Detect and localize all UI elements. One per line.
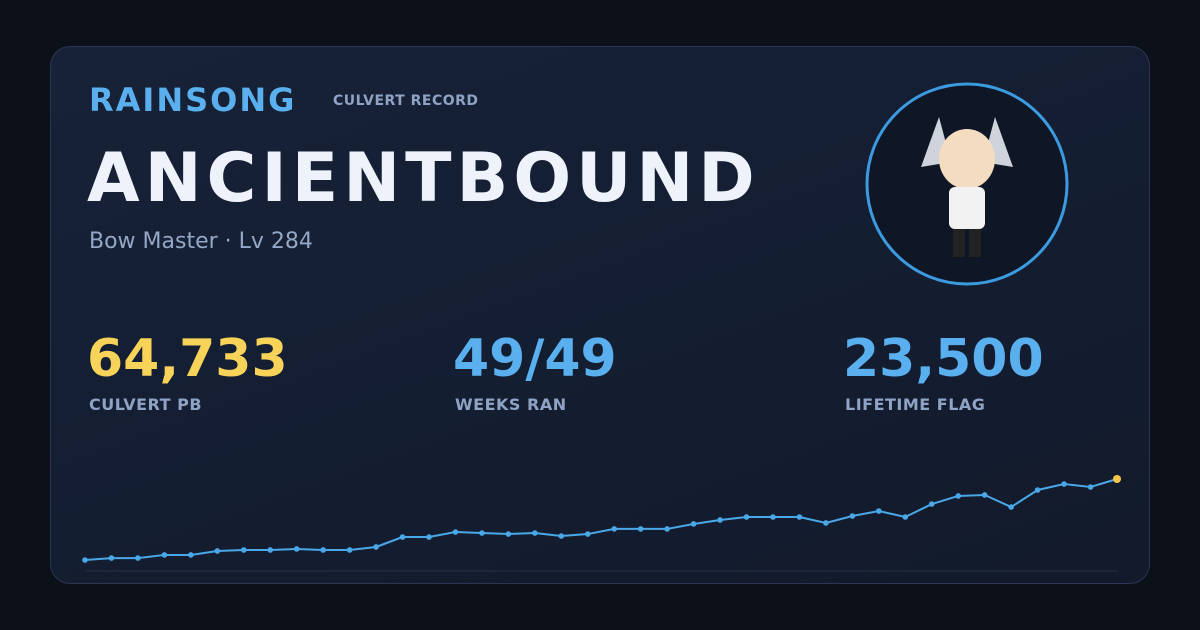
stat-label: CULVERT PB (89, 395, 203, 414)
leg (953, 229, 965, 257)
data-point (373, 544, 379, 550)
data-point (426, 534, 432, 540)
data-point (188, 552, 194, 558)
data-point (1008, 504, 1014, 510)
data-point (1113, 475, 1121, 483)
subtitle: CULVERT RECORD (333, 93, 479, 109)
character-name: ANCIENTBOUND (87, 139, 760, 218)
avatar (865, 82, 1069, 286)
data-point (981, 492, 988, 498)
body (949, 187, 985, 229)
stat-label: WEEKS RAN (455, 395, 567, 414)
data-point (320, 547, 326, 553)
data-point (1034, 487, 1041, 493)
stat-value: 49/49 (453, 329, 617, 389)
data-point (849, 513, 856, 519)
data-point (532, 530, 538, 536)
data-point (505, 531, 512, 537)
data-point (399, 534, 406, 540)
data-point (876, 508, 882, 514)
head (939, 129, 995, 189)
leg (969, 229, 981, 257)
data-point (955, 493, 962, 499)
data-point (717, 517, 723, 523)
data-point (1061, 481, 1067, 487)
data-point (240, 547, 247, 553)
data-point (558, 533, 565, 539)
data-point (479, 530, 485, 536)
data-point (796, 514, 803, 520)
data-point (82, 557, 88, 563)
data-point (743, 514, 750, 520)
data-point (928, 501, 935, 507)
data-point (293, 546, 300, 552)
stat-value: 64,733 (87, 329, 288, 389)
stat-value: 23,500 (843, 329, 1044, 389)
data-point (690, 521, 697, 527)
data-point (611, 526, 618, 532)
record-card: RAINSONG CULVERT RECORD ANCIENTBOUND Bow… (50, 46, 1150, 584)
brand: RAINSONG (89, 81, 297, 119)
stat-label: LIFETIME FLAG (845, 395, 986, 414)
data-point (823, 520, 829, 526)
data-point (214, 548, 221, 554)
trend-line (84, 478, 1118, 562)
data-point (135, 555, 141, 561)
data-point (584, 531, 591, 537)
data-point (452, 529, 459, 535)
data-point (902, 514, 909, 520)
data-point (770, 514, 776, 520)
data-point (346, 547, 353, 553)
data-point (637, 526, 644, 532)
class-line: Bow Master · Lv 284 (89, 229, 313, 254)
data-point (1087, 484, 1094, 490)
data-point (161, 552, 168, 558)
data-point (267, 547, 274, 553)
data-point (664, 526, 670, 532)
sparkline (82, 475, 1121, 572)
data-point (108, 555, 115, 561)
